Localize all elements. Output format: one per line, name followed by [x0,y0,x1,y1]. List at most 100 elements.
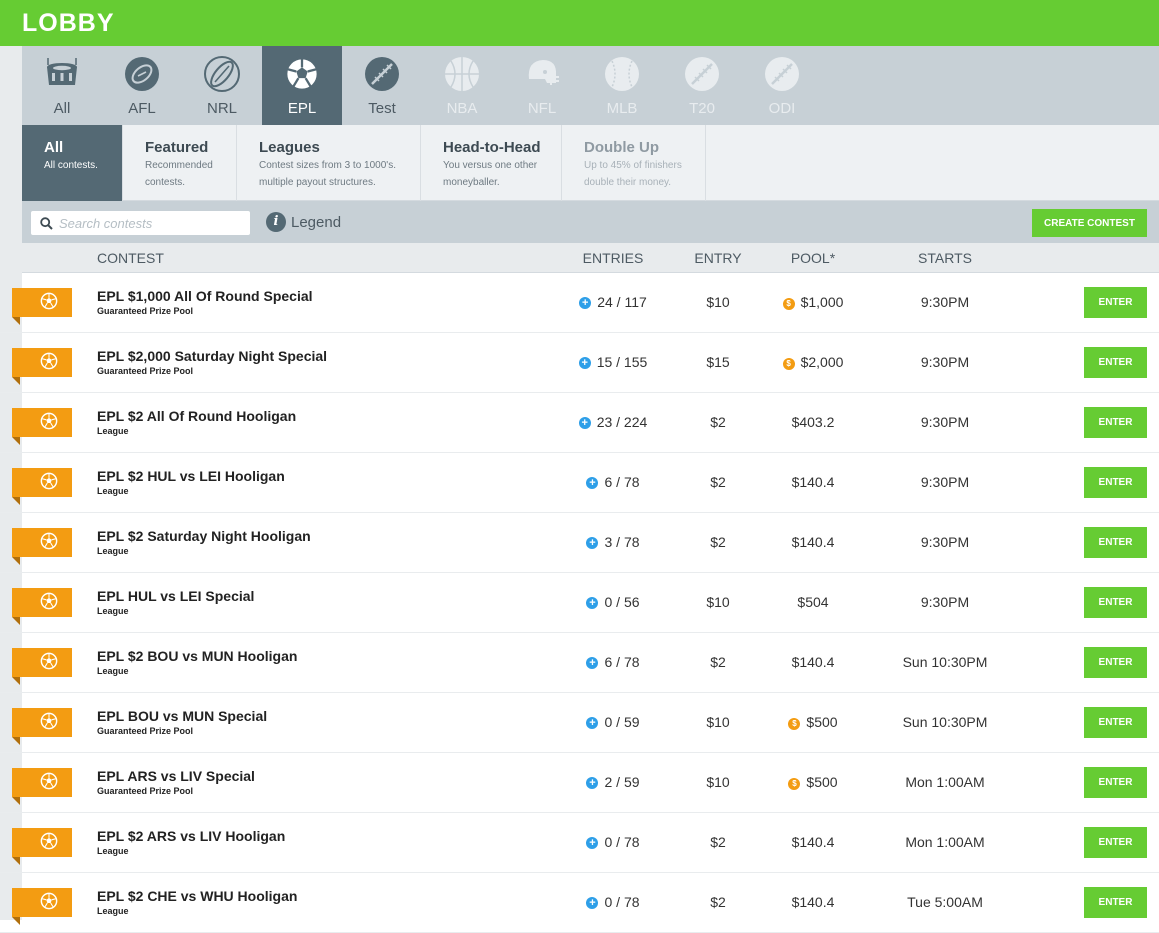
contest-name[interactable]: EPL HUL vs LEI Special [97,588,255,604]
enter-button[interactable]: ENTER [1084,347,1147,378]
sport-tab-afl[interactable]: AFL [102,46,182,125]
pool-cell: $ $1,000 [768,294,858,310]
table-row[interactable]: EPL $2 CHE vs WHU Hooligan League +0 / 78 $… [0,873,1159,933]
sport-tab-label: NRL [206,100,237,117]
column-header-starts[interactable]: STARTS [918,250,972,266]
contest-name[interactable]: EPL $1,000 All Of Round Special [97,288,313,304]
create-contest-button[interactable]: CREATE CONTEST [1032,209,1147,237]
entries-cell: +23 / 224 [563,414,663,430]
filter-tab-desc: multiple payout structures. [259,177,376,188]
table-row[interactable]: EPL $2 BOU vs MUN Hooligan League +6 / 78 $… [0,633,1159,693]
table-row[interactable]: EPL $2 HUL vs LEI Hooligan League +6 / 78 $… [0,453,1159,513]
entries-cell: +3 / 78 [563,534,663,550]
contest-type: League [97,666,129,676]
sport-flag [12,768,72,805]
sport-tab-test[interactable]: Test [342,46,422,125]
filter-tab-featured[interactable]: Featured Recommended contests. [123,125,237,201]
sport-tab-odi: ODI [742,46,822,125]
table-row[interactable]: EPL $2 Saturday Night Hooligan League +3 /… [0,513,1159,573]
enter-button[interactable]: ENTER [1084,287,1147,318]
table-row[interactable]: EPL ARS vs LIV Special Guaranteed Prize P… [0,753,1159,813]
contest-type: League [97,546,129,556]
entry-fee: $15 [706,354,730,370]
sport-tab-mlb: MLB [582,46,662,125]
football-helmet-icon [523,55,561,93]
enter-button[interactable]: ENTER [1084,887,1147,918]
column-header-entry[interactable]: ENTRY [694,250,742,266]
sport-tab-nrl[interactable]: NRL [182,46,262,125]
entry-fee: $2 [710,414,726,430]
plus-icon: + [579,297,592,309]
entry-fee: $2 [710,534,726,550]
contest-name[interactable]: EPL $2 ARS vs LIV Hooligan [97,828,286,844]
filter-tab-all[interactable]: All All contests. [22,125,123,201]
entries-value: 3 / 78 [604,534,640,550]
table-row[interactable]: EPL HUL vs LEI Special League +0 / 56 $10 $5… [0,573,1159,633]
filter-tab-double-up[interactable]: Double Up Up to 45% of finishers double th… [562,125,706,201]
sport-tab-epl[interactable]: EPL [262,46,342,125]
search-box[interactable] [31,211,250,235]
contest-name[interactable]: EPL $2 Saturday Night Hooligan [97,528,311,544]
soccer-ball-icon [283,55,321,93]
enter-button[interactable]: ENTER [1084,467,1147,498]
cricket-ball-icon [763,55,801,93]
filter-tab-leagues[interactable]: Leagues Contest sizes from 3 to 1000's. mu… [237,125,421,201]
cricket-ball-icon [363,55,401,93]
table-row[interactable]: EPL $2 All Of Round Hooligan League +23 / … [0,393,1159,453]
table-row[interactable]: EPL BOU vs MUN Special Guaranteed Prize P… [0,693,1159,753]
search-input[interactable] [59,214,244,232]
table-row[interactable]: EPL $2 ARS vs LIV Hooligan League +0 / 78 $… [0,813,1159,873]
contest-name[interactable]: EPL $2 All Of Round Hooligan [97,408,297,424]
basketball-icon [443,55,481,93]
plus-icon: + [578,357,591,369]
pool-value: $504 [797,594,829,610]
table-row[interactable]: EPL $2,000 Saturday Night Special Guarant… [0,333,1159,393]
sport-flag [12,408,72,445]
contest-type: League [97,426,129,436]
contest-name[interactable]: EPL BOU vs MUN Special [97,708,268,724]
contest-name[interactable]: EPL ARS vs LIV Special [97,768,255,784]
sport-tab-label: Test [368,100,396,117]
plus-icon: + [586,777,599,789]
sport-tab-all[interactable]: All [22,46,102,125]
contest-type: League [97,486,129,496]
search-icon [40,217,53,230]
filter-tab-title: Leagues [259,139,320,156]
sport-tabs: All AFL NRL EPL Test NBA NFL MLB T20 ODI [22,46,1159,125]
contest-name[interactable]: EPL $2,000 Saturday Night Special [97,348,328,364]
contest-name[interactable]: EPL $2 HUL vs LEI Hooligan [97,468,285,484]
top-bar: LOBBY [0,0,1159,46]
start-time: Sun 10:30PM [902,714,988,730]
start-time: Mon 1:00AM [905,834,985,850]
contest-name[interactable]: EPL $2 BOU vs MUN Hooligan [97,648,298,664]
column-header-pool[interactable]: POOL* [790,250,836,266]
sport-tab-label: T20 [689,100,715,117]
filter-tab-title: Featured [145,139,209,156]
pool-cell: $140.4 [768,654,858,670]
column-header-contest[interactable]: CONTEST [97,250,164,266]
entries-value: 0 / 78 [604,894,640,910]
plus-icon: + [586,717,599,729]
enter-button[interactable]: ENTER [1084,767,1147,798]
enter-button[interactable]: ENTER [1084,407,1147,438]
enter-button[interactable]: ENTER [1084,707,1147,738]
entries-cell: +0 / 78 [563,894,663,910]
sport-tab-nfl: NFL [502,46,582,125]
enter-button[interactable]: ENTER [1084,527,1147,558]
sport-flag [12,348,72,385]
contest-name[interactable]: EPL $2 CHE vs WHU Hooligan [97,888,298,904]
enter-button[interactable]: ENTER [1084,587,1147,618]
enter-button[interactable]: ENTER [1084,827,1147,858]
pool-cell: $403.2 [768,414,858,430]
pool-cell: $140.4 [768,474,858,490]
enter-button[interactable]: ENTER [1084,647,1147,678]
pool-cell: $504 [768,594,858,610]
column-header-entries[interactable]: ENTRIES [582,250,644,266]
filter-tab-head-to-head[interactable]: Head-to-Head You versus one other moneybal… [421,125,562,201]
pool-value: $403.2 [791,414,835,430]
entry-fee: $2 [710,654,726,670]
table-row[interactable]: EPL $1,000 All Of Round Special Guarantee… [0,273,1159,333]
contest-type: Guaranteed Prize Pool [97,366,194,376]
sport-tab-label: NBA [446,100,478,117]
sport-flag [12,708,72,745]
